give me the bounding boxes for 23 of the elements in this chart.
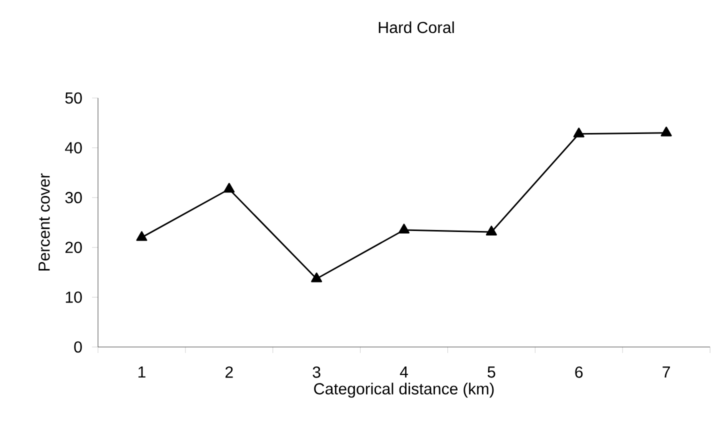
y-tick-label: 30 [65, 192, 82, 204]
point [136, 231, 148, 241]
y-tick-label: 40 [65, 142, 82, 154]
x-tick-label: 5 [488, 366, 496, 378]
point [224, 182, 235, 193]
y-tick-label: 0 [74, 341, 82, 353]
chart-title: Hard Coral [378, 21, 454, 34]
point [573, 128, 584, 138]
point [398, 224, 410, 234]
x-tick-label: 2 [226, 366, 233, 378]
x-tick-label: 7 [662, 366, 670, 378]
x-axis-title: Categorical distance (km) [314, 382, 494, 398]
y-axis-title: Percent cover [38, 173, 50, 271]
x-tick-label: 4 [400, 366, 408, 378]
y-tick-label: 10 [66, 292, 82, 303]
x-tick-label: 3 [312, 366, 320, 378]
point [660, 126, 672, 136]
y-tick-label: 50 [65, 92, 82, 104]
point [311, 272, 322, 282]
point [486, 226, 497, 236]
y-tick-label: 20 [65, 242, 82, 254]
x-tick-label: 6 [575, 366, 583, 378]
x-tick-label: 1 [138, 366, 146, 378]
